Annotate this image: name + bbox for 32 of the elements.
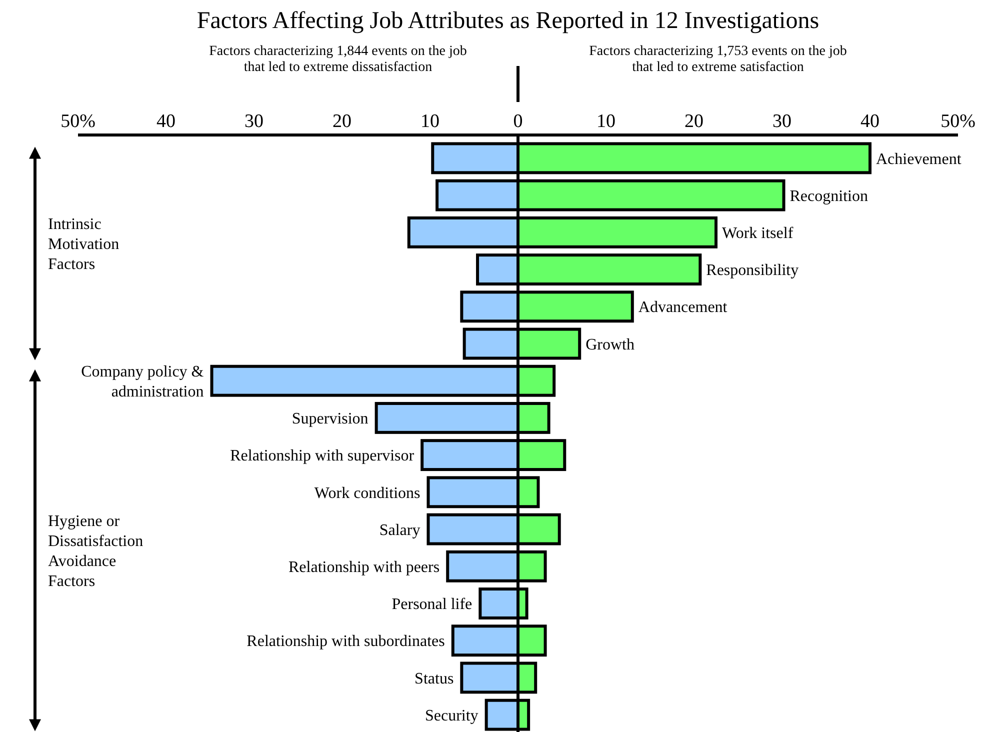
text: Factors characterizing 1,844 events on the job that led to extreme dissatisfaction	[209, 44, 467, 75]
x-tick-label: 50%	[60, 111, 96, 132]
y-tick-label: Relationship with peers	[288, 558, 440, 576]
annotation: Intrinsic Motivation Factors	[48, 216, 120, 274]
x-tick-label: 40	[860, 111, 880, 132]
x-tick-label: 10	[596, 111, 616, 132]
x-tick-label: 40	[156, 111, 176, 132]
x-tick-label: 20	[684, 111, 704, 132]
x-tick-label: 20	[332, 111, 352, 132]
y-tick-label: Growth	[586, 336, 634, 354]
x-tick-label: 30	[244, 111, 264, 132]
y-tick-label: Personal life	[392, 596, 472, 614]
x-tick-label: 10	[420, 111, 440, 132]
y-tick-label: Status	[414, 670, 454, 688]
y-tick-label: Supervision	[292, 410, 368, 428]
y-tick-label: Relationship with subordinates	[246, 633, 445, 650]
y-tick-label: Company policy & administration	[81, 363, 204, 400]
y-tick-label: Salary	[379, 522, 420, 539]
x-tick-label: 0	[513, 111, 523, 132]
x-tick-label: 50%	[940, 111, 976, 132]
text: Factors characterizing 1,753 events on the job that led to extreme satisfaction	[589, 44, 847, 75]
y-tick-label: Recognition	[790, 188, 868, 205]
y-tick-label: Relationship with supervisor	[230, 448, 415, 465]
y-tick-label: Work itself	[722, 225, 794, 242]
y-tick-label: Work conditions	[314, 484, 420, 502]
y-tick-label: Advancement	[638, 299, 728, 316]
x-tick-label: 30	[772, 111, 792, 132]
y-tick-label: Responsibility	[706, 262, 799, 280]
chart-title: Factors Affecting Job Attributes as Reported in 12 Investigations	[196, 8, 820, 34]
y-tick-label: Achievement	[876, 150, 962, 168]
y-tick-label: Security	[424, 707, 478, 724]
annotation: Hygiene or Dissatisfaction Avoidance Factors	[48, 512, 144, 590]
